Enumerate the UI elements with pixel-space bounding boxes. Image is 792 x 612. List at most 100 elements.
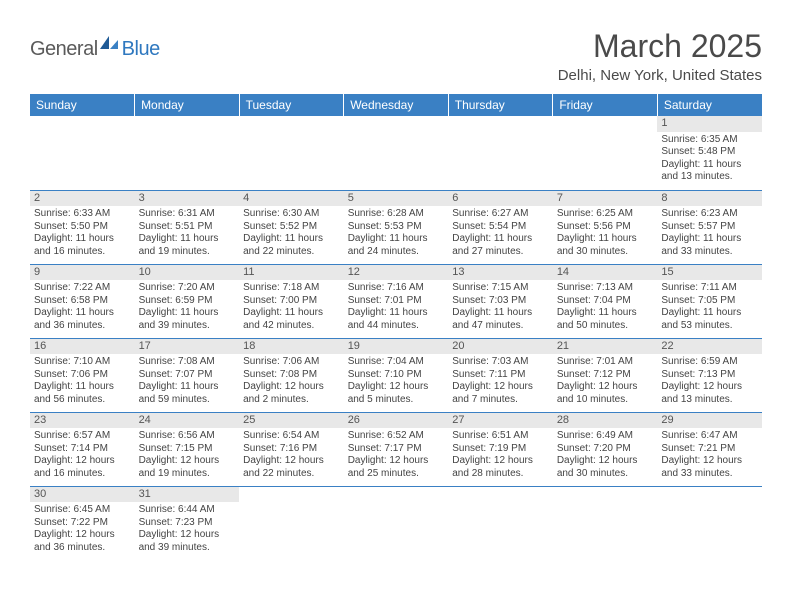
day-number: 1 — [657, 116, 762, 132]
calendar-day-cell: 11Sunrise: 7:18 AMSunset: 7:00 PMDayligh… — [239, 264, 344, 338]
daylight-text: Daylight: 11 hours and 19 minutes. — [139, 233, 236, 258]
sunrise-text: Sunrise: 6:44 AM — [139, 504, 236, 517]
daylight-text: Daylight: 12 hours and 22 minutes. — [243, 455, 340, 480]
daylight-text: Daylight: 12 hours and 25 minutes. — [348, 455, 445, 480]
sunset-text: Sunset: 7:16 PM — [243, 443, 340, 456]
daylight-text: Daylight: 12 hours and 13 minutes. — [661, 381, 758, 406]
calendar-day-cell: 14Sunrise: 7:13 AMSunset: 7:04 PMDayligh… — [553, 264, 658, 338]
day-number: 28 — [553, 413, 658, 429]
sunrise-text: Sunrise: 7:11 AM — [661, 282, 758, 295]
calendar-day-cell: 25Sunrise: 6:54 AMSunset: 7:16 PMDayligh… — [239, 412, 344, 486]
sunrise-text: Sunrise: 7:03 AM — [452, 356, 549, 369]
calendar-day-cell — [344, 486, 449, 560]
sunset-text: Sunset: 7:17 PM — [348, 443, 445, 456]
sunset-text: Sunset: 7:05 PM — [661, 295, 758, 308]
calendar-day-cell: 10Sunrise: 7:20 AMSunset: 6:59 PMDayligh… — [135, 264, 240, 338]
sunrise-text: Sunrise: 7:22 AM — [34, 282, 131, 295]
calendar-body: 1Sunrise: 6:35 AMSunset: 5:48 PMDaylight… — [30, 116, 762, 560]
sunset-text: Sunset: 7:03 PM — [452, 295, 549, 308]
day-number: 20 — [448, 339, 553, 355]
location: Delhi, New York, United States — [558, 67, 762, 84]
weekday-header: Sunday — [30, 94, 135, 116]
day-number: 30 — [30, 487, 135, 503]
daylight-text: Daylight: 11 hours and 39 minutes. — [139, 307, 236, 332]
weekday-header: Wednesday — [344, 94, 449, 116]
day-number: 6 — [448, 191, 553, 207]
day-number: 23 — [30, 413, 135, 429]
sunrise-text: Sunrise: 6:47 AM — [661, 430, 758, 443]
sunrise-text: Sunrise: 6:45 AM — [34, 504, 131, 517]
sunset-text: Sunset: 7:12 PM — [557, 369, 654, 382]
calendar-day-cell: 26Sunrise: 6:52 AMSunset: 7:17 PMDayligh… — [344, 412, 449, 486]
calendar-day-cell — [448, 116, 553, 190]
sunset-text: Sunset: 7:00 PM — [243, 295, 340, 308]
sunset-text: Sunset: 7:19 PM — [452, 443, 549, 456]
day-number: 8 — [657, 191, 762, 207]
weekday-header-row: Sunday Monday Tuesday Wednesday Thursday… — [30, 94, 762, 116]
day-number: 24 — [135, 413, 240, 429]
calendar-day-cell: 17Sunrise: 7:08 AMSunset: 7:07 PMDayligh… — [135, 338, 240, 412]
day-number: 13 — [448, 265, 553, 281]
weekday-header: Friday — [553, 94, 658, 116]
calendar-day-cell: 28Sunrise: 6:49 AMSunset: 7:20 PMDayligh… — [553, 412, 658, 486]
sunset-text: Sunset: 7:08 PM — [243, 369, 340, 382]
sunset-text: Sunset: 7:07 PM — [139, 369, 236, 382]
daylight-text: Daylight: 11 hours and 16 minutes. — [34, 233, 131, 258]
daylight-text: Daylight: 11 hours and 53 minutes. — [661, 307, 758, 332]
calendar-day-cell: 3Sunrise: 6:31 AMSunset: 5:51 PMDaylight… — [135, 190, 240, 264]
calendar-day-cell: 21Sunrise: 7:01 AMSunset: 7:12 PMDayligh… — [553, 338, 658, 412]
calendar-day-cell: 5Sunrise: 6:28 AMSunset: 5:53 PMDaylight… — [344, 190, 449, 264]
day-number: 31 — [135, 487, 240, 503]
calendar-week-row: 9Sunrise: 7:22 AMSunset: 6:58 PMDaylight… — [30, 264, 762, 338]
calendar-day-cell: 13Sunrise: 7:15 AMSunset: 7:03 PMDayligh… — [448, 264, 553, 338]
logo: General Blue — [30, 34, 160, 65]
daylight-text: Daylight: 12 hours and 19 minutes. — [139, 455, 236, 480]
daylight-text: Daylight: 11 hours and 22 minutes. — [243, 233, 340, 258]
daylight-text: Daylight: 11 hours and 44 minutes. — [348, 307, 445, 332]
sunset-text: Sunset: 7:04 PM — [557, 295, 654, 308]
sunset-text: Sunset: 7:14 PM — [34, 443, 131, 456]
sunrise-text: Sunrise: 6:51 AM — [452, 430, 549, 443]
calendar-day-cell: 24Sunrise: 6:56 AMSunset: 7:15 PMDayligh… — [135, 412, 240, 486]
sunset-text: Sunset: 7:23 PM — [139, 517, 236, 530]
day-number: 27 — [448, 413, 553, 429]
sunrise-text: Sunrise: 6:27 AM — [452, 208, 549, 221]
daylight-text: Daylight: 11 hours and 30 minutes. — [557, 233, 654, 258]
daylight-text: Daylight: 11 hours and 33 minutes. — [661, 233, 758, 258]
day-number: 21 — [553, 339, 658, 355]
calendar-day-cell: 2Sunrise: 6:33 AMSunset: 5:50 PMDaylight… — [30, 190, 135, 264]
daylight-text: Daylight: 11 hours and 59 minutes. — [139, 381, 236, 406]
sunrise-text: Sunrise: 6:33 AM — [34, 208, 131, 221]
calendar-day-cell — [239, 116, 344, 190]
calendar-day-cell — [448, 486, 553, 560]
calendar-day-cell: 30Sunrise: 6:45 AMSunset: 7:22 PMDayligh… — [30, 486, 135, 560]
sunset-text: Sunset: 5:53 PM — [348, 221, 445, 234]
day-number: 5 — [344, 191, 449, 207]
day-number: 25 — [239, 413, 344, 429]
day-number: 12 — [344, 265, 449, 281]
sunrise-text: Sunrise: 6:30 AM — [243, 208, 340, 221]
weekday-header: Saturday — [657, 94, 762, 116]
calendar-week-row: 23Sunrise: 6:57 AMSunset: 7:14 PMDayligh… — [30, 412, 762, 486]
day-number: 3 — [135, 191, 240, 207]
sunrise-text: Sunrise: 6:25 AM — [557, 208, 654, 221]
daylight-text: Daylight: 11 hours and 47 minutes. — [452, 307, 549, 332]
month-title: March 2025 — [558, 28, 762, 65]
calendar-week-row: 2Sunrise: 6:33 AMSunset: 5:50 PMDaylight… — [30, 190, 762, 264]
sunset-text: Sunset: 7:10 PM — [348, 369, 445, 382]
sunrise-text: Sunrise: 7:20 AM — [139, 282, 236, 295]
sunrise-text: Sunrise: 7:16 AM — [348, 282, 445, 295]
day-number: 26 — [344, 413, 449, 429]
calendar-day-cell: 15Sunrise: 7:11 AMSunset: 7:05 PMDayligh… — [657, 264, 762, 338]
sunrise-text: Sunrise: 6:52 AM — [348, 430, 445, 443]
sunset-text: Sunset: 5:51 PM — [139, 221, 236, 234]
day-number: 9 — [30, 265, 135, 281]
sunset-text: Sunset: 7:01 PM — [348, 295, 445, 308]
calendar-day-cell: 18Sunrise: 7:06 AMSunset: 7:08 PMDayligh… — [239, 338, 344, 412]
calendar-day-cell: 23Sunrise: 6:57 AMSunset: 7:14 PMDayligh… — [30, 412, 135, 486]
sunset-text: Sunset: 7:21 PM — [661, 443, 758, 456]
day-number: 17 — [135, 339, 240, 355]
calendar-day-cell: 8Sunrise: 6:23 AMSunset: 5:57 PMDaylight… — [657, 190, 762, 264]
daylight-text: Daylight: 11 hours and 13 minutes. — [661, 159, 758, 184]
calendar-day-cell — [553, 116, 658, 190]
